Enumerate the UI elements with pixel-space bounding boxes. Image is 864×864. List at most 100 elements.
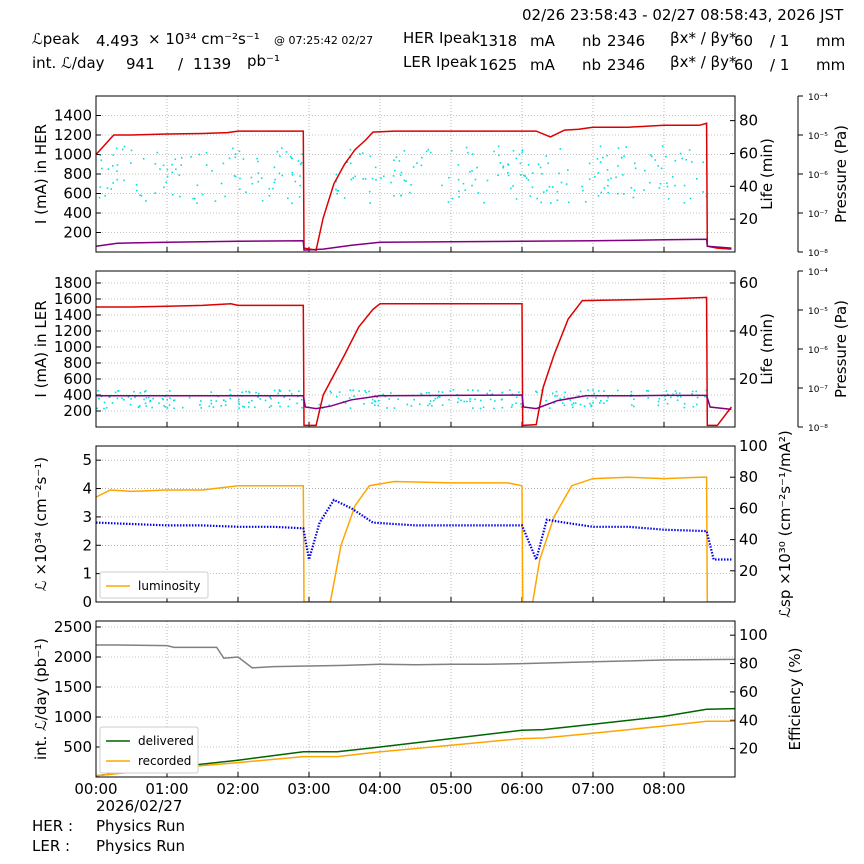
scatter-point — [695, 177, 698, 180]
scatter-point — [536, 197, 538, 200]
scatter-point — [539, 166, 542, 169]
scatter-point — [630, 393, 633, 396]
lpeak-time: @ 07:25:42 02/27 — [274, 34, 374, 47]
pressure-axis-label: Pressure (Pa) — [832, 300, 850, 398]
scatter-point — [296, 402, 298, 405]
scatter-point — [278, 389, 281, 391]
y-tick-label: 1 — [82, 565, 92, 583]
scatter-point — [239, 177, 241, 180]
scatter-point — [241, 391, 244, 394]
scatter-point — [103, 407, 105, 410]
panel-frame — [95, 445, 736, 603]
scatter-point — [427, 148, 430, 151]
scatter-point — [399, 174, 402, 176]
scatter-point — [491, 393, 494, 395]
scatter-point — [665, 182, 668, 184]
scatter-point — [165, 181, 167, 184]
scatter-point — [393, 159, 395, 162]
scatter-point — [256, 157, 258, 160]
scatter-point — [412, 166, 415, 168]
scatter-point — [660, 167, 663, 170]
scatter-point — [247, 406, 250, 408]
y2-tick-label: 100 — [739, 437, 768, 455]
scatter-point — [597, 390, 600, 392]
scatter-point — [507, 163, 509, 165]
scatter-point — [169, 390, 171, 392]
scatter-point — [181, 406, 184, 409]
scatter-point — [199, 400, 202, 402]
scatter-point — [224, 404, 227, 407]
scatter-point — [158, 402, 160, 405]
scatter-point — [115, 147, 118, 150]
y-tick-label: 5 — [82, 451, 92, 469]
scatter-point — [133, 390, 135, 393]
scatter-point — [599, 145, 602, 148]
scatter-point — [248, 390, 250, 393]
scatter-point — [111, 402, 114, 404]
scatter-point — [162, 164, 165, 167]
scatter-point — [198, 153, 201, 156]
panel-frame — [95, 620, 736, 778]
scatter-point — [135, 189, 138, 192]
scatter-point — [159, 168, 161, 170]
scatter-point — [248, 401, 250, 404]
scatter-point — [531, 186, 534, 189]
scatter-point — [465, 146, 468, 149]
scatter-point — [679, 152, 682, 155]
scatter-point — [368, 190, 371, 193]
scatter-point — [664, 398, 667, 401]
scatter-point — [564, 391, 566, 394]
scatter-point — [171, 171, 174, 174]
scatter-point — [137, 406, 140, 408]
scatter-point — [353, 395, 355, 398]
scatter-point — [123, 399, 125, 401]
scatter-point — [281, 174, 284, 177]
scatter-point — [661, 145, 664, 147]
scatter-point — [488, 389, 491, 392]
scatter-point — [200, 407, 203, 409]
footer-ler-label: LER : — [32, 837, 71, 855]
scatter-point — [632, 196, 635, 199]
scatter-point — [220, 182, 223, 185]
scatter-point — [448, 176, 450, 179]
scatter-point — [510, 406, 513, 408]
scatter-point — [469, 398, 471, 400]
scatter-point — [515, 157, 518, 160]
scatter-point — [549, 202, 552, 204]
scatter-point — [600, 191, 603, 194]
scatter-point — [510, 187, 512, 190]
scatter-point — [393, 169, 396, 172]
footer-ler-status: Physics Run — [96, 837, 186, 855]
scatter-point — [587, 389, 589, 392]
scatter-point — [511, 404, 514, 406]
scatter-point — [104, 194, 106, 197]
scatter-point — [188, 396, 191, 399]
scatter-point — [364, 178, 367, 180]
scatter-point — [130, 398, 132, 400]
y-tick-label: 1800 — [54, 274, 92, 292]
scatter-point — [287, 405, 290, 408]
scatter-point — [161, 397, 164, 400]
pressure-tick-label: 10⁻⁸ — [808, 249, 828, 259]
scatter-point — [139, 194, 141, 197]
scatter-point — [536, 391, 538, 394]
footer-date: 2026/02/27 — [96, 797, 183, 815]
scatter-point — [180, 164, 183, 167]
scatter-point — [556, 395, 558, 397]
beta-her-unit: mm — [816, 32, 846, 50]
scatter-point — [674, 184, 676, 187]
y-axis-label: ℒ ×10³⁴ (cm⁻²s⁻¹) — [32, 457, 50, 591]
scatter-point — [499, 162, 502, 164]
scatter-point — [268, 187, 271, 190]
scatter-point — [268, 194, 271, 197]
scatter-point — [633, 405, 635, 408]
scatter-point — [392, 175, 395, 177]
scatter-point — [551, 392, 554, 395]
scatter-point — [210, 399, 213, 402]
scatter-point — [279, 405, 281, 408]
scatter-point — [617, 147, 620, 149]
scatter-point — [565, 183, 568, 185]
scatter-point — [283, 396, 286, 399]
scatter-point — [145, 200, 147, 202]
scatter-point — [135, 184, 138, 186]
